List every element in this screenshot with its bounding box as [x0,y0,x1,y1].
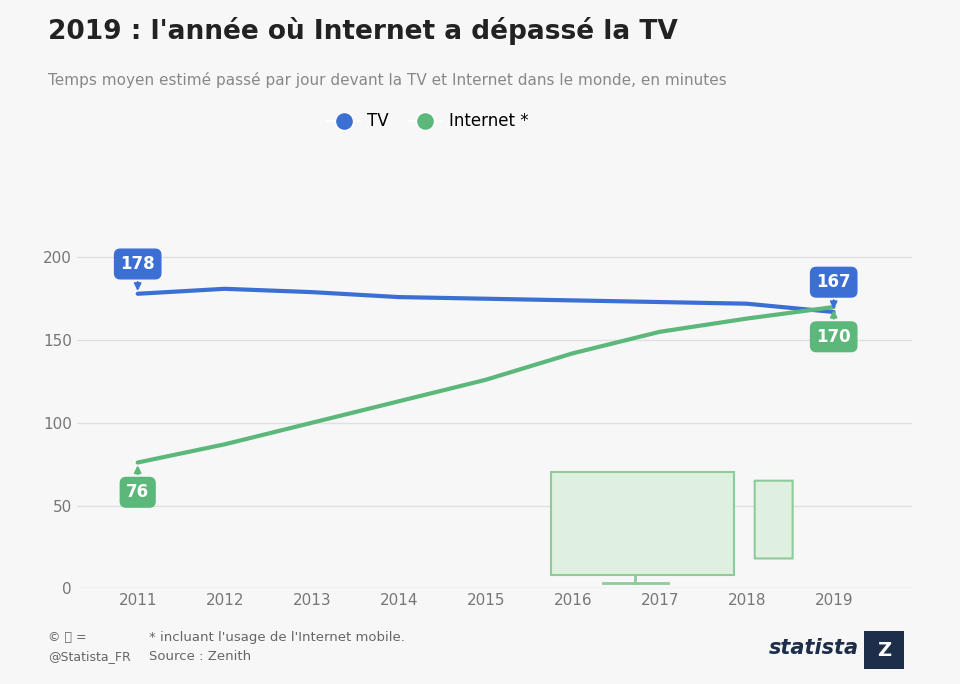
Text: © ⓘ =: © ⓘ = [48,631,86,644]
Text: * incluant l'usage de l'Internet mobile.: * incluant l'usage de l'Internet mobile. [149,631,405,644]
Text: 167: 167 [816,273,851,307]
Text: 178: 178 [120,255,155,289]
Text: 2019 : l'année où Internet a dépassé la TV: 2019 : l'année où Internet a dépassé la … [48,17,678,45]
Text: 76: 76 [126,468,149,501]
Legend: TV, Internet *: TV, Internet * [321,106,535,137]
Text: Temps moyen estimé passé par jour devant la TV et Internet dans le monde, en min: Temps moyen estimé passé par jour devant… [48,72,727,88]
Text: statista: statista [769,638,859,658]
Text: 170: 170 [816,312,851,346]
Text: Z: Z [877,641,891,659]
Text: @Statista_FR: @Statista_FR [48,650,131,663]
FancyBboxPatch shape [755,481,793,558]
Text: Source : Zenith: Source : Zenith [149,650,251,663]
FancyBboxPatch shape [551,473,733,575]
